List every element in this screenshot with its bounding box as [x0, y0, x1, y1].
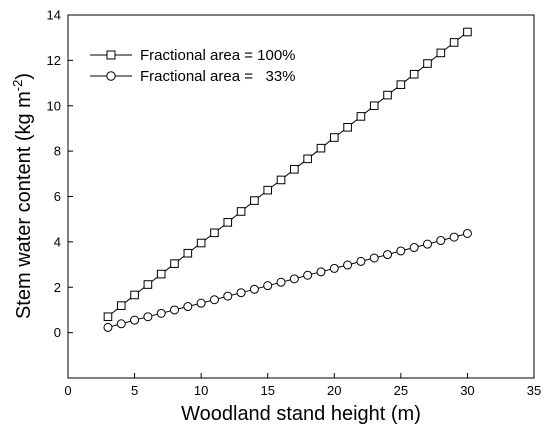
y-tick-label: 2	[54, 280, 61, 295]
x-tick-label: 0	[64, 383, 71, 398]
data-point-circle	[449, 232, 459, 242]
data-point-circle	[156, 308, 166, 318]
data-point-square	[170, 259, 179, 268]
y-tick-label: 14	[47, 8, 61, 23]
data-point-circle	[316, 267, 326, 277]
data-point-circle	[103, 322, 113, 332]
plot-frame	[67, 14, 535, 379]
data-point-circle	[130, 315, 140, 325]
x-axis-title: Woodland stand height (m)	[181, 403, 421, 425]
data-point-square	[383, 90, 392, 100]
data-point-square	[290, 164, 299, 174]
y-tick-label: 0	[54, 325, 61, 340]
data-point-square	[329, 133, 339, 142]
data-point-square	[263, 185, 273, 195]
y-axis-title: Stem water content (kg m-2)	[10, 73, 35, 319]
y-axis-title-superscript: -2	[10, 80, 25, 92]
data-point-square	[223, 218, 233, 227]
data-point-circle	[183, 302, 193, 312]
data-point-square	[250, 196, 259, 205]
data-point-square	[196, 238, 206, 248]
data-point-circle	[422, 239, 432, 249]
data-point-square	[409, 69, 419, 79]
legend-label-100: Fractional area = 100%	[140, 47, 296, 64]
series-line-square	[107, 31, 468, 318]
series-line-circle	[107, 233, 468, 328]
data-point-square	[369, 101, 379, 111]
legend: Fractional area = 100% Fractional area =…	[90, 47, 296, 85]
y-axis-title-main: Stem water content (kg m	[13, 91, 35, 319]
data-point-square	[103, 312, 113, 322]
data-point-circle	[356, 256, 366, 266]
data-point-square	[276, 175, 286, 185]
data-point-square	[396, 80, 406, 89]
data-point-circle	[196, 298, 206, 308]
x-tick-label: 30	[460, 383, 474, 398]
data-point-square	[156, 269, 166, 279]
data-point-circle	[116, 319, 126, 329]
x-tick-label: 15	[260, 383, 274, 398]
legend-marker-circle	[106, 71, 116, 81]
y-tick-label: 10	[47, 98, 61, 113]
data-point-square	[116, 301, 126, 310]
data-point-circle	[396, 246, 406, 256]
data-point-circle	[409, 243, 419, 253]
data-point-circle	[209, 295, 219, 305]
axis-ticks: 0 5 10 15 20 25 30 35 0 2 4 6 8 10 12 14	[47, 8, 542, 399]
data-point-circle	[249, 284, 259, 294]
data-point-square	[343, 123, 352, 132]
data-point-circle	[303, 270, 313, 280]
y-axis-title-close: )	[13, 73, 35, 80]
y-tick-label: 6	[54, 189, 61, 204]
x-tick-label: 10	[194, 383, 208, 398]
data-point-square	[356, 112, 366, 121]
data-point-square	[436, 48, 446, 58]
data-point-circle	[462, 228, 472, 238]
data-point-square	[303, 154, 312, 164]
data-point-circle	[276, 277, 286, 287]
data-point-square	[210, 228, 219, 238]
legend-marker-square	[106, 50, 116, 60]
data-point-circle	[329, 263, 339, 273]
legend-label-33: Fractional area = 33%	[140, 68, 296, 85]
y-tick-label: 4	[54, 234, 61, 249]
data-point-circle	[369, 253, 379, 263]
data-point-circle	[263, 281, 273, 291]
data-point-square	[449, 38, 459, 47]
data-point-square	[130, 290, 139, 300]
data-point-square	[423, 59, 432, 68]
series-layer	[103, 27, 472, 332]
y-tick-label: 8	[54, 144, 61, 159]
data-point-circle	[170, 305, 180, 315]
data-point-square	[183, 248, 193, 258]
data-point-circle	[343, 260, 353, 270]
data-point-circle	[143, 312, 153, 322]
y-tick-label: 12	[47, 53, 61, 68]
data-point-circle	[289, 274, 299, 284]
data-point-circle	[383, 250, 393, 260]
data-point-square	[463, 27, 472, 37]
data-point-circle	[223, 291, 233, 301]
x-tick-label: 20	[327, 383, 341, 398]
data-point-square	[316, 143, 326, 153]
x-tick-label: 25	[394, 383, 408, 398]
x-tick-label: 5	[131, 383, 138, 398]
data-point-circle	[236, 288, 246, 298]
data-point-circle	[436, 236, 446, 246]
x-tick-label: 35	[527, 383, 541, 398]
data-point-square	[236, 207, 246, 216]
data-point-square	[143, 280, 153, 289]
